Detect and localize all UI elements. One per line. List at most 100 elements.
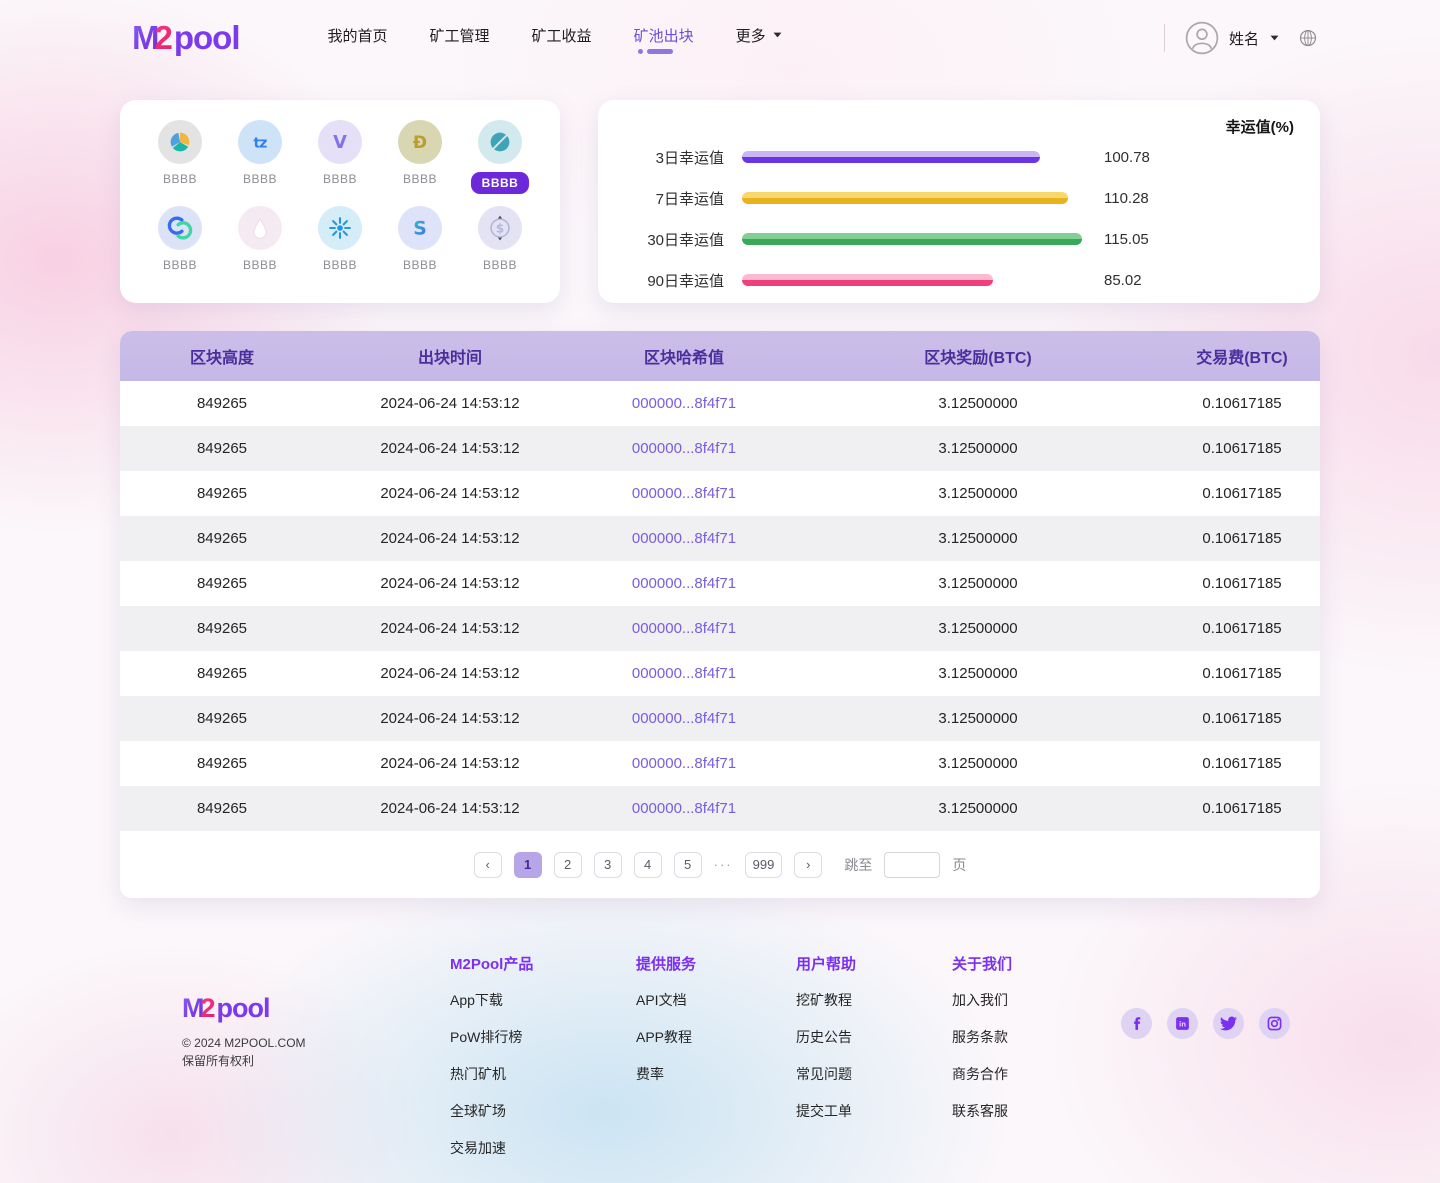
page-button-4[interactable]: 4 [633, 851, 662, 878]
block-hash-link[interactable]: 000000...8f4f71 [631, 665, 737, 682]
bitshares-coin-icon [318, 206, 362, 250]
footer-link[interactable]: 历史公告 [796, 1029, 852, 1045]
coin-item-s-cube[interactable]: S BBBB [398, 206, 442, 272]
logo-2: 2 [154, 19, 173, 56]
block-time-cell: 2024-06-24 14:53:12 [380, 800, 520, 817]
footer-link[interactable]: App下载 [450, 992, 503, 1008]
next-page-button[interactable]: › [794, 851, 823, 878]
footer: M2pool © 2024 M2POOL.COM 保留所有权利 M2Pool产品… [120, 898, 1320, 1175]
chart-bar-row: 7日幸运值 110.28 [624, 187, 1294, 209]
coin-item-nem[interactable]: BBBB [158, 120, 202, 194]
tx-fee-cell: 0.10617185 [1202, 800, 1282, 817]
tx-fee-cell: 0.10617185 [1202, 530, 1282, 547]
facebook-icon[interactable] [1121, 1008, 1152, 1039]
coin-item-tezos[interactable]: tz BBBB [238, 120, 282, 194]
block-time-cell: 2024-06-24 14:53:12 [380, 440, 520, 457]
block-hash-link[interactable]: 000000...8f4f71 [631, 755, 737, 772]
table-body: 849265 2024-06-24 14:53:12 000000...8f4f71… [120, 381, 1320, 831]
block-time-cell: 2024-06-24 14:53:12 [380, 620, 520, 637]
footer-link[interactable]: 费率 [636, 1066, 664, 1082]
page-button-5[interactable]: 5 [673, 851, 702, 878]
coin-item-ontology[interactable]: BBBB [470, 120, 530, 194]
page-button-1[interactable]: 1 [513, 851, 542, 878]
footer-link[interactable]: API文档 [636, 992, 687, 1008]
footer-link[interactable]: 全球矿场 [450, 1103, 506, 1119]
coin-grid: BBBB tz BBBB V BBBB Đ BBBB BBBB BBBB BBBB BBBB S BBB… [144, 120, 536, 272]
chart-category-label: 3日幸运值 [655, 149, 724, 167]
tx-fee-cell: 0.10617185 [1202, 485, 1282, 502]
bar-track [742, 192, 1090, 204]
block-height-cell: 849265 [196, 530, 248, 547]
block-time-cell: 2024-06-24 14:53:12 [380, 665, 520, 682]
coin-label: BBBB [162, 172, 197, 186]
block-reward-cell: 3.12500000 [938, 800, 1018, 817]
block-hash-cell: 000000...8f4f71 [576, 440, 792, 457]
footer-link[interactable]: 联系客服 [952, 1103, 1008, 1119]
coin-item-decred[interactable]: BBBB [158, 206, 202, 272]
block-hash-cell: 000000...8f4f71 [576, 755, 792, 772]
nav-item-更多[interactable]: 更多 [736, 17, 783, 60]
top-row: BBBB tz BBBB V BBBB Đ BBBB BBBB BBBB BBBB BBBB S BBB… [120, 100, 1320, 303]
footer-link[interactable]: 常见问题 [796, 1066, 852, 1082]
luck-value-bar [742, 192, 1068, 204]
nav-item-矿工收益[interactable]: 矿工收益 [532, 17, 592, 60]
block-hash-link[interactable]: 000000...8f4f71 [631, 710, 737, 727]
linkedin-icon[interactable]: in [1167, 1008, 1198, 1039]
chevron-down-icon [772, 31, 783, 39]
coin-item-bitshares[interactable]: BBBB [318, 206, 362, 272]
user-menu[interactable]: 姓名 [1185, 21, 1280, 55]
chevron-down-icon [1269, 34, 1280, 42]
page-button-2[interactable]: 2 [553, 851, 582, 878]
footer-link[interactable]: 服务条款 [952, 1029, 1008, 1045]
footer-logo-m: M [182, 993, 204, 1023]
block-hash-link[interactable]: 000000...8f4f71 [631, 485, 737, 502]
luck-chart-card: 幸运值(%) 3日幸运值 100.78 7日幸运值 110.28 30日幸运值 115.0… [598, 100, 1320, 303]
footer-link[interactable]: 商务合作 [952, 1066, 1008, 1082]
footer-link[interactable]: 挖矿教程 [796, 992, 852, 1008]
footer-column-heading: 关于我们 [952, 956, 1013, 973]
footer-column: 用户帮助 挖矿教程 历史公告 常见问题 提交工单 [796, 953, 952, 1175]
footer-link[interactable]: PoW排行榜 [450, 1029, 523, 1045]
instagram-icon[interactable] [1259, 1008, 1290, 1039]
footer-copyright: © 2024 M2POOL.COM 保留所有权利 [182, 1034, 404, 1070]
block-time-cell: 2024-06-24 14:53:12 [380, 755, 520, 772]
footer-link[interactable]: 热门矿机 [450, 1066, 506, 1082]
block-hash-link[interactable]: 000000...8f4f71 [631, 620, 737, 637]
bar-track [742, 233, 1090, 245]
page-button-999[interactable]: 999 [744, 851, 783, 878]
nav-item-label: 矿池出块 [633, 27, 694, 45]
nav-item-矿池出块[interactable]: 矿池出块 [634, 17, 694, 60]
jump-page-input[interactable] [884, 851, 941, 878]
tx-fee-cell: 0.10617185 [1202, 440, 1282, 457]
coin-item-dollar[interactable]: $ BBBB [478, 206, 522, 272]
logo[interactable]: M2pool [132, 19, 241, 57]
footer-link[interactable]: APP教程 [636, 1029, 693, 1045]
column-header: 区块奖励(BTC) [924, 350, 1032, 367]
block-hash-link[interactable]: 000000...8f4f71 [631, 530, 737, 547]
twitter-icon[interactable] [1213, 1008, 1244, 1039]
svg-text:$: $ [496, 222, 504, 236]
footer-logo[interactable]: M2pool [182, 993, 404, 1024]
copyright-line2: 保留所有权利 [182, 1054, 255, 1068]
block-hash-link[interactable]: 000000...8f4f71 [631, 395, 737, 412]
block-hash-link[interactable]: 000000...8f4f71 [631, 440, 737, 457]
block-hash-link[interactable]: 000000...8f4f71 [631, 800, 737, 817]
footer-link[interactable]: 交易加速 [450, 1140, 506, 1156]
footer-link[interactable]: 提交工单 [796, 1103, 852, 1119]
block-hash-link[interactable]: 000000...8f4f71 [631, 575, 737, 592]
coin-item-dogecoin[interactable]: Đ BBBB [398, 120, 442, 194]
bar-track [742, 274, 1090, 286]
tx-fee-cell: 0.10617185 [1202, 755, 1282, 772]
nav-item-矿工管理[interactable]: 矿工管理 [430, 17, 490, 60]
column-header: 区块哈希值 [643, 350, 724, 367]
footer-link[interactable]: 加入我们 [952, 992, 1008, 1008]
coin-item-droplet[interactable]: BBBB [238, 206, 282, 272]
language-globe-button[interactable] [1296, 26, 1320, 50]
coin-item-vechain[interactable]: V BBBB [318, 120, 362, 194]
block-height-cell: 849265 [196, 620, 248, 637]
prev-page-button[interactable]: ‹ [473, 851, 502, 878]
block-height-cell: 849265 [196, 575, 248, 592]
nav-item-我的首页[interactable]: 我的首页 [328, 17, 388, 60]
tx-fee-cell: 0.10617185 [1202, 665, 1282, 682]
page-button-3[interactable]: 3 [593, 851, 622, 878]
